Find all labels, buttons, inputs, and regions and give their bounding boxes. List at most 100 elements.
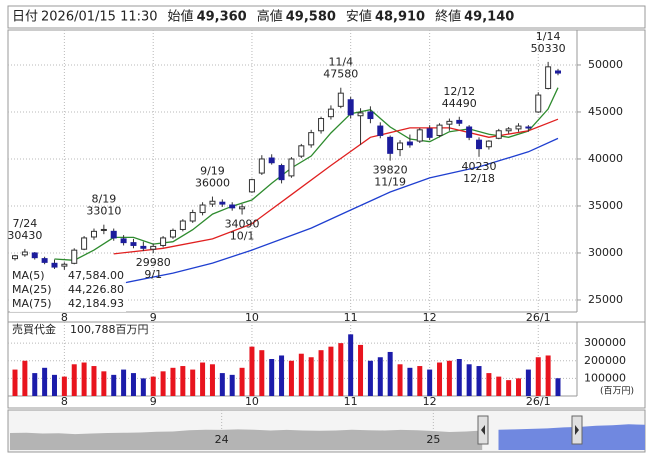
legend-value: 42,184.93 bbox=[68, 297, 124, 310]
header-value: 49,140 bbox=[464, 10, 514, 25]
volume-bar bbox=[367, 360, 373, 396]
candle-body bbox=[495, 130, 502, 139]
volume-bar bbox=[308, 357, 314, 396]
candle-body bbox=[189, 212, 196, 222]
volume-bar bbox=[140, 378, 146, 396]
y-tick-label: 300000 bbox=[584, 336, 626, 349]
handle-arrow bbox=[575, 425, 579, 435]
annotation-value: 47580 bbox=[323, 68, 358, 81]
candle-body bbox=[327, 108, 334, 118]
annotation-value: 30430 bbox=[7, 229, 42, 242]
candle-body bbox=[426, 128, 433, 138]
legend-value: 47,584.00 bbox=[68, 269, 124, 282]
volume-bar bbox=[32, 373, 38, 396]
annotation-date: 11/4 bbox=[328, 56, 353, 69]
volume-bar bbox=[259, 350, 265, 396]
header-value: 2026/01/15 11:30 bbox=[41, 10, 158, 25]
candle-body bbox=[555, 70, 561, 74]
x-tick-label: 12 bbox=[423, 395, 437, 408]
candle-body bbox=[456, 119, 463, 124]
y-tick-label: 35000 bbox=[588, 199, 623, 212]
volume-bar bbox=[318, 350, 324, 396]
legend-name: MA(75) bbox=[12, 297, 52, 310]
annotation-date: 12/18 bbox=[463, 172, 495, 185]
legend-name: MA(5) bbox=[12, 269, 45, 282]
candle-body bbox=[357, 112, 364, 117]
candle-body bbox=[515, 125, 522, 130]
volume-bar bbox=[525, 369, 531, 396]
volume-bar bbox=[111, 374, 117, 396]
header-box bbox=[7, 5, 646, 29]
candle-body bbox=[150, 245, 157, 250]
volume-bar bbox=[535, 357, 541, 396]
candle-body bbox=[347, 99, 354, 116]
header-value: 48,910 bbox=[375, 10, 425, 25]
candle-body bbox=[229, 204, 236, 209]
x-tick-label: 11 bbox=[344, 395, 358, 408]
volume-bar bbox=[101, 371, 107, 396]
volume-bar bbox=[496, 376, 502, 396]
annotation-value: 29980 bbox=[136, 256, 171, 269]
candle-body bbox=[239, 206, 246, 210]
candle-body bbox=[219, 201, 226, 205]
annotation-date: 9/1 bbox=[144, 268, 162, 281]
year-label: 25 bbox=[426, 433, 440, 446]
header-label: 日付 bbox=[12, 10, 38, 25]
volume-bar bbox=[516, 378, 522, 396]
annotation-value: 40230 bbox=[462, 160, 497, 173]
volume-bar bbox=[338, 343, 344, 396]
candle-body bbox=[160, 237, 167, 246]
candle-body bbox=[367, 111, 374, 120]
volume-bar bbox=[219, 373, 225, 396]
candle-body bbox=[397, 142, 404, 151]
candle-body bbox=[406, 141, 413, 146]
year-label: 24 bbox=[215, 433, 229, 446]
y-tick-label: 200000 bbox=[584, 354, 626, 367]
candle-body bbox=[298, 145, 305, 157]
candle-body bbox=[436, 124, 443, 136]
candle-body bbox=[446, 120, 453, 125]
volume-bar bbox=[239, 367, 245, 396]
candle-body bbox=[525, 126, 532, 129]
x-tick-label: 9 bbox=[150, 311, 157, 324]
volume-bar bbox=[130, 373, 136, 396]
candle-body bbox=[120, 238, 127, 244]
y-tick-label: 100000 bbox=[584, 371, 626, 384]
x-tick-label: 8 bbox=[61, 395, 68, 408]
annotation-date: 8/19 bbox=[92, 193, 117, 206]
header-label: 始値 bbox=[168, 9, 194, 25]
annotation-value: 44490 bbox=[442, 97, 477, 110]
volume-bar bbox=[288, 360, 294, 396]
candle-body bbox=[308, 132, 315, 146]
volume-bar bbox=[358, 344, 364, 396]
header-label: 高値 bbox=[257, 9, 283, 25]
candle-body bbox=[416, 129, 423, 142]
candle-body bbox=[337, 92, 344, 107]
volume-bar bbox=[387, 351, 393, 396]
volume-bar bbox=[279, 355, 285, 396]
y-tick-label: 30000 bbox=[588, 246, 623, 259]
candle-body bbox=[169, 229, 176, 238]
volume-bar bbox=[51, 374, 57, 396]
volume-bar bbox=[377, 357, 383, 396]
volume-bar bbox=[407, 367, 413, 396]
candle-body bbox=[12, 255, 18, 260]
candle-body bbox=[90, 230, 97, 238]
candle-body bbox=[318, 118, 325, 132]
annotation-value: 50330 bbox=[531, 42, 566, 55]
candle-body bbox=[51, 262, 58, 268]
header-label: 安値 bbox=[346, 9, 372, 25]
x-tick-label: 10 bbox=[245, 395, 259, 408]
candle-body bbox=[476, 139, 483, 150]
volume-bar bbox=[190, 369, 196, 396]
candle-body bbox=[288, 158, 295, 177]
annotation-date: 11/19 bbox=[374, 176, 406, 189]
candle-body bbox=[110, 230, 117, 239]
volume-bar bbox=[229, 374, 235, 396]
volume-bar bbox=[22, 360, 28, 396]
candle-body bbox=[130, 242, 137, 246]
volume-bar bbox=[446, 360, 452, 396]
volume-bar bbox=[150, 376, 156, 396]
volume-bar bbox=[328, 346, 334, 396]
